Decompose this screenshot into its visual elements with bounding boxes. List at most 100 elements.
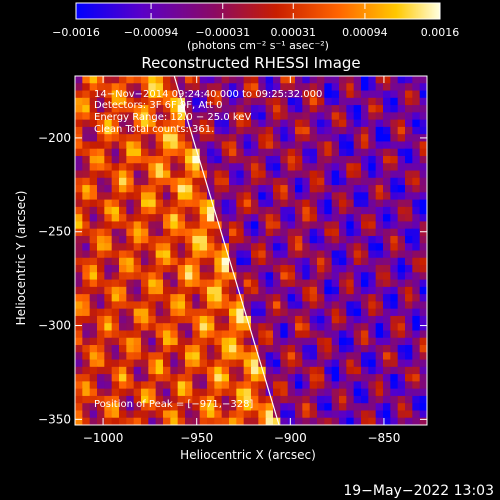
heatmap-cell <box>390 286 399 295</box>
heatmap-cell <box>295 105 303 113</box>
heatmap-cell <box>390 257 399 266</box>
plot-frame <box>74 75 428 426</box>
heatmap-cell <box>192 185 201 193</box>
heatmap-cell <box>309 97 318 106</box>
heatmap-cell <box>317 323 325 332</box>
heatmap-cell <box>163 119 171 128</box>
heatmap-cell <box>155 119 164 128</box>
heatmap-cell <box>309 330 318 339</box>
heatmap-cell <box>317 250 325 259</box>
heatmap-cell <box>280 206 289 215</box>
heatmap-cell <box>317 388 325 397</box>
heatmap-cell <box>361 90 369 99</box>
heatmap-cell <box>185 330 193 339</box>
heatmap-cell <box>163 265 171 273</box>
heatmap-cell <box>412 126 421 135</box>
heatmap-cell <box>361 134 369 143</box>
heatmap-cell <box>361 345 369 353</box>
heatmap-cell <box>207 410 215 419</box>
heatmap-cell <box>280 185 289 193</box>
heatmap-cell <box>265 90 274 99</box>
heatmap-cell <box>199 214 208 223</box>
heatmap-cell <box>221 279 230 288</box>
heatmap-cell <box>280 388 289 397</box>
heatmap-cell <box>82 359 91 368</box>
heatmap-cell <box>75 366 83 375</box>
heatmap-cell <box>199 155 208 164</box>
heatmap-cell <box>265 265 274 273</box>
heatmap-cell <box>133 97 142 106</box>
heatmap-cell <box>324 279 333 288</box>
heatmap-cell <box>126 185 135 193</box>
heatmap-cell <box>111 141 120 150</box>
heatmap-cell <box>221 257 230 266</box>
heatmap-cell <box>177 250 186 259</box>
heatmap-cell <box>368 388 377 397</box>
heatmap-cell <box>339 141 347 150</box>
heatmap-cell <box>346 243 355 252</box>
heatmap-cell <box>368 90 377 99</box>
heatmap-cell <box>309 112 318 121</box>
heatmap-cell <box>346 330 355 339</box>
heatmap-cell <box>126 163 135 172</box>
heatmap-cell <box>75 272 83 281</box>
heatmap-cell <box>390 388 399 397</box>
heatmap-cell <box>383 83 391 92</box>
heatmap-cell <box>177 112 186 121</box>
heatmap-cell <box>331 192 340 201</box>
heatmap-cell <box>317 119 325 128</box>
heatmap-cell <box>346 214 355 223</box>
heatmap-cell <box>111 301 120 310</box>
heatmap-cell <box>397 366 406 375</box>
heatmap-cell <box>397 345 406 353</box>
heatmap-cell <box>361 126 369 135</box>
heatmap-cell <box>309 395 318 404</box>
heatmap-cell <box>412 243 421 252</box>
heatmap-cell <box>185 177 193 186</box>
heatmap-cell <box>199 97 208 106</box>
heatmap-cell <box>155 308 164 317</box>
heatmap-cell <box>177 279 186 288</box>
heatmap-cell <box>104 323 113 332</box>
heatmap-cell <box>119 126 127 135</box>
heatmap-cell <box>141 105 149 113</box>
heatmap-cell <box>287 301 296 310</box>
heatmap-cell <box>236 177 245 186</box>
heatmap-cell <box>163 163 171 172</box>
heatmap-cell <box>111 330 120 339</box>
heatmap-cell <box>170 155 179 164</box>
heatmap-cell <box>397 177 406 186</box>
heatmap-cell <box>214 279 223 288</box>
heatmap-cell <box>419 323 427 332</box>
heatmap-cell <box>368 323 377 332</box>
heatmap-cell <box>185 163 193 172</box>
heatmap-cell <box>177 323 186 332</box>
heatmap-cell <box>287 163 296 172</box>
heatmap-cell <box>309 76 318 84</box>
heatmap-cell <box>287 417 296 425</box>
heatmap-cell <box>97 257 105 266</box>
heatmap-cell <box>170 323 179 332</box>
heatmap-cell <box>353 403 362 412</box>
heatmap-cell <box>97 359 105 368</box>
heatmap-cell <box>119 192 127 201</box>
heatmap-cell <box>243 265 252 273</box>
heatmap-cell <box>185 90 193 99</box>
heatmap-cell <box>383 286 391 295</box>
heatmap-cell <box>163 170 171 179</box>
heatmap-cell <box>185 221 193 230</box>
heatmap-cell <box>251 214 259 223</box>
heatmap-cell <box>97 112 105 121</box>
y-tick-label: −350 <box>38 412 71 426</box>
heatmap-cell <box>258 257 267 266</box>
heatmap-cell <box>229 199 237 208</box>
heatmap-cell <box>353 199 362 208</box>
heatmap-cell <box>405 141 413 150</box>
heatmap-cell <box>412 83 421 92</box>
heatmap-cell <box>339 235 347 244</box>
heatmap-cell <box>141 265 149 273</box>
heatmap-cell <box>280 352 289 361</box>
heatmap-cell <box>295 214 303 223</box>
heatmap-cell <box>192 170 201 179</box>
heatmap-cell <box>295 97 303 106</box>
